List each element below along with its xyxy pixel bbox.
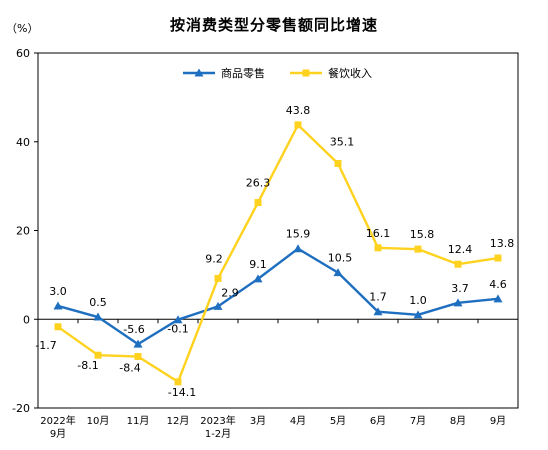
data-label: 15.9 [286,228,311,241]
data-point [134,353,142,361]
x-tick-label: 1-2月 [205,428,231,440]
x-tick-label: 4月 [290,415,306,427]
x-tick-label: 6月 [370,415,386,427]
data-point [294,121,302,129]
data-point [213,301,223,310]
data-point [333,268,343,277]
data-point [214,274,222,282]
data-label: 9.2 [205,252,223,265]
data-point [454,260,462,268]
data-label: -1.7 [35,339,56,352]
data-label: 13.8 [490,237,515,250]
data-point [94,351,102,359]
data-point [414,245,422,253]
x-tick-label: 10月 [87,415,110,427]
x-tick-label: 8月 [450,415,466,427]
data-label: 4.6 [489,278,507,291]
x-tick-label: 2023年 [200,414,235,427]
series-line [57,247,499,346]
data-label: 0.5 [89,296,107,309]
data-point [493,294,503,303]
data-point [173,315,183,324]
x-tick-label: 3月 [250,415,266,427]
y-axis-unit: （%） [6,22,39,35]
y-tick-label: 20 [16,225,30,238]
data-point [93,312,103,321]
data-label: -5.6 [123,323,144,336]
data-label: 10.5 [328,252,353,265]
data-label: 43.8 [286,104,311,117]
y-tick-label: 40 [16,136,30,149]
data-point [54,323,62,331]
data-label: 1.7 [369,291,387,304]
data-label: 26.3 [246,177,271,190]
data-point [254,199,262,207]
data-point [494,254,502,262]
data-label: 1.0 [409,294,427,307]
data-label: 15.8 [410,228,435,241]
y-tick-label: 0 [23,313,30,326]
x-tick-label: 11月 [127,415,150,427]
data-label: -8.1 [77,359,98,372]
data-point [133,339,143,348]
series-line [57,123,499,384]
data-label: -0.1 [167,323,188,336]
y-tick-label: -20 [12,402,30,415]
data-point [453,298,463,307]
data-point [174,378,182,386]
x-tick-label: 12月 [167,415,190,427]
x-tick-label: 5月 [330,415,346,427]
data-point [293,244,303,253]
data-label: -14.1 [168,386,196,399]
legend-label: 商品零售 [221,66,265,80]
data-label: 9.1 [249,258,267,271]
data-label: 3.7 [451,282,469,295]
x-tick-label: 7月 [410,415,426,427]
data-point [374,244,382,252]
legend-marker [194,68,204,77]
data-label: 2.9 [221,286,239,299]
y-tick-label: 60 [16,47,30,60]
chart-title: 按消费类型分零售额同比增速 [169,16,378,34]
legend-marker [302,69,310,77]
data-label: -8.4 [119,362,140,375]
x-tick-label: 9月 [50,428,66,440]
data-label: 35.1 [330,135,355,148]
data-point [53,301,63,310]
data-label: 16.1 [366,227,391,240]
x-tick-label: 9月 [490,415,506,427]
data-point [413,310,423,319]
data-point [253,274,263,283]
data-label: 3.0 [49,285,67,298]
data-label: 12.4 [448,243,473,256]
x-tick-label: 2022年 [40,414,75,427]
data-point [373,307,383,316]
legend-label: 餐饮收入 [328,66,372,80]
data-point [334,159,342,167]
